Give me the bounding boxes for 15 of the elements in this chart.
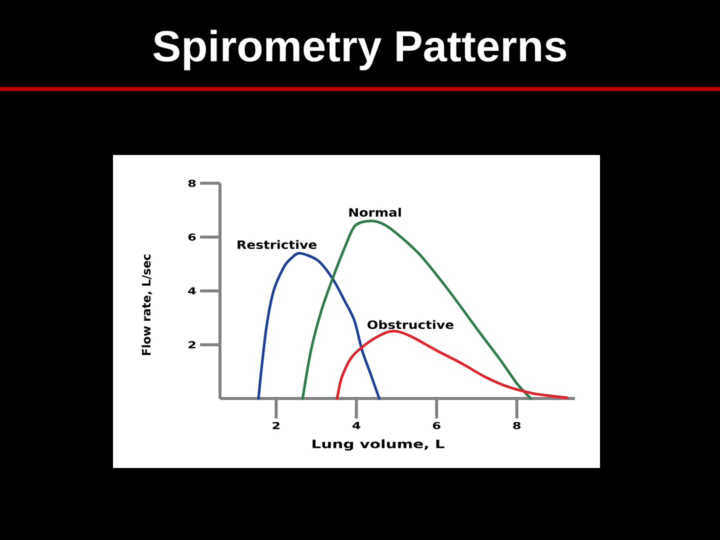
- x-tick-label: 4: [352, 422, 360, 429]
- x-tick-label: 6: [432, 422, 440, 430]
- y-axis-title: Flow rate, L/sec: [142, 254, 152, 356]
- line-series: [336, 330, 568, 400]
- chart-title: Spirometry Patterns: [153, 30, 566, 70]
- y-tick-label: 4: [188, 287, 196, 294]
- series-label: Obstructive: [368, 320, 454, 330]
- y-tick-label: 6: [188, 234, 196, 241]
- x-tick-label: 2: [272, 422, 280, 430]
- series-label: Normal: [349, 208, 401, 217]
- x-axis-title: Lung volume, L: [312, 439, 444, 451]
- y-tick-label: 8: [188, 180, 196, 187]
- series-label: Restrictive: [238, 240, 317, 250]
- x-tick-label: 8: [513, 422, 520, 430]
- y-tick-label: 2: [188, 341, 196, 348]
